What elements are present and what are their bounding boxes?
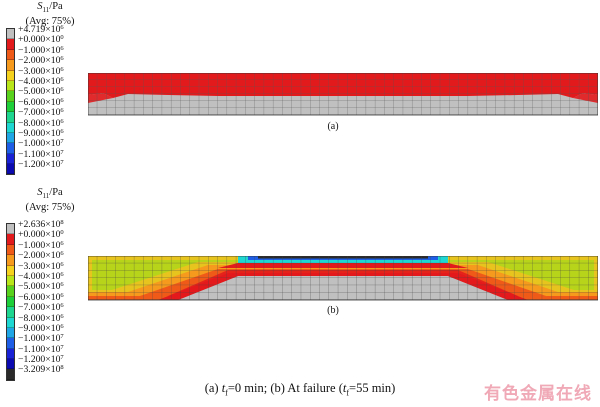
panel-b-label: (b) <box>327 305 339 316</box>
legend-swatch <box>7 80 14 92</box>
beam-contour-a <box>88 73 598 117</box>
legend-b-labels: +2.636×108 +0.000×100 −1.000×106 −2.000×106… <box>18 218 64 376</box>
legend-label: +0.000×100 <box>18 34 64 46</box>
legend-label: −4.000×106 <box>18 270 64 282</box>
legend-label: −1.000×106 <box>18 239 64 251</box>
legend-b-title: S11/Pa (Avg: 75%) <box>14 187 86 214</box>
legend-b-avg: (Avg: 75%) <box>25 202 75 214</box>
legend-label: −1.100×107 <box>18 343 64 355</box>
legend-label: +2.636×108 <box>18 219 64 230</box>
legend-a-title: S11/Pa (Avg: 75%) <box>14 1 86 28</box>
legend-label: −9.000×106 <box>18 127 64 139</box>
legend-swatch <box>7 122 14 133</box>
legend-swatch <box>7 286 14 297</box>
legend-swatch <box>7 307 14 318</box>
figure-caption: (a) tf=0 min; (b) At failure (tf=55 min) <box>204 381 396 398</box>
legend-label: −6.000×106 <box>18 96 64 108</box>
legend-swatch <box>7 338 14 349</box>
legend-label: −1.000×107 <box>18 333 64 345</box>
panel-a-label: (a) <box>327 121 339 132</box>
legend-swatch <box>7 91 14 102</box>
legend-a-avg: (Avg: 75%) <box>25 16 75 28</box>
legend-label: −1.000×106 <box>18 44 64 56</box>
legend-label: −5.000×106 <box>18 86 64 98</box>
legend-label: −7.000×106 <box>18 302 64 314</box>
legend-label: −1.100×107 <box>18 148 64 160</box>
legend-swatch <box>7 101 14 113</box>
legend-label: −3.000×106 <box>18 65 64 77</box>
legend-label: −3.209×108 <box>18 364 64 376</box>
legend-swatch <box>7 234 14 245</box>
legend-swatch <box>7 296 14 308</box>
legend-swatch <box>7 317 14 328</box>
legend-swatch <box>7 39 14 50</box>
legend-label: −8.000×106 <box>18 117 64 129</box>
legend-swatch <box>7 153 14 165</box>
legend-label: −4.000×106 <box>18 75 64 87</box>
legend-swatch <box>7 60 14 71</box>
legend-label: −5.000×106 <box>18 281 64 293</box>
legend-label: −1.200×107 <box>18 159 64 171</box>
legend-label: +0.000×100 <box>18 229 64 241</box>
legend-swatch <box>7 164 14 175</box>
legend-b-color-bar <box>6 223 15 381</box>
legend-label: −6.000×106 <box>18 291 64 303</box>
legend-swatch <box>7 112 14 123</box>
watermark: 有色金属在线 <box>484 384 592 404</box>
legend-swatch <box>7 275 14 287</box>
legend-swatch <box>7 143 14 154</box>
legend-swatch <box>7 132 14 144</box>
legend-swatch <box>7 348 14 360</box>
legend-swatch <box>7 49 14 61</box>
legend-swatch <box>7 255 14 266</box>
legend-label: −7.000×106 <box>18 107 64 119</box>
legend-swatch <box>7 359 14 370</box>
legend-label: −1.200×107 <box>18 354 64 366</box>
legend-label: −9.000×106 <box>18 322 64 334</box>
legend-swatch <box>7 265 14 276</box>
legend-swatch <box>7 70 14 81</box>
legend-a-color-bar <box>6 28 15 176</box>
legend-swatch <box>7 224 14 235</box>
legend-label: −2.000×106 <box>18 250 64 262</box>
legend-swatch <box>7 369 14 380</box>
legend-label: +4.719×106 <box>18 24 64 35</box>
legend-label: −3.000×106 <box>18 260 64 272</box>
legend-swatch <box>7 244 14 256</box>
legend-label: −1.000×107 <box>18 138 64 150</box>
legend-label: −8.000×106 <box>18 312 64 324</box>
legend-label: −2.000×106 <box>18 55 64 67</box>
legend-swatch <box>7 29 14 40</box>
legend-swatch <box>7 327 14 339</box>
beam-contour-b <box>88 256 598 302</box>
legend-a-labels: +4.719×106 +0.000×100 −1.000×106 −2.000×106… <box>18 23 64 171</box>
